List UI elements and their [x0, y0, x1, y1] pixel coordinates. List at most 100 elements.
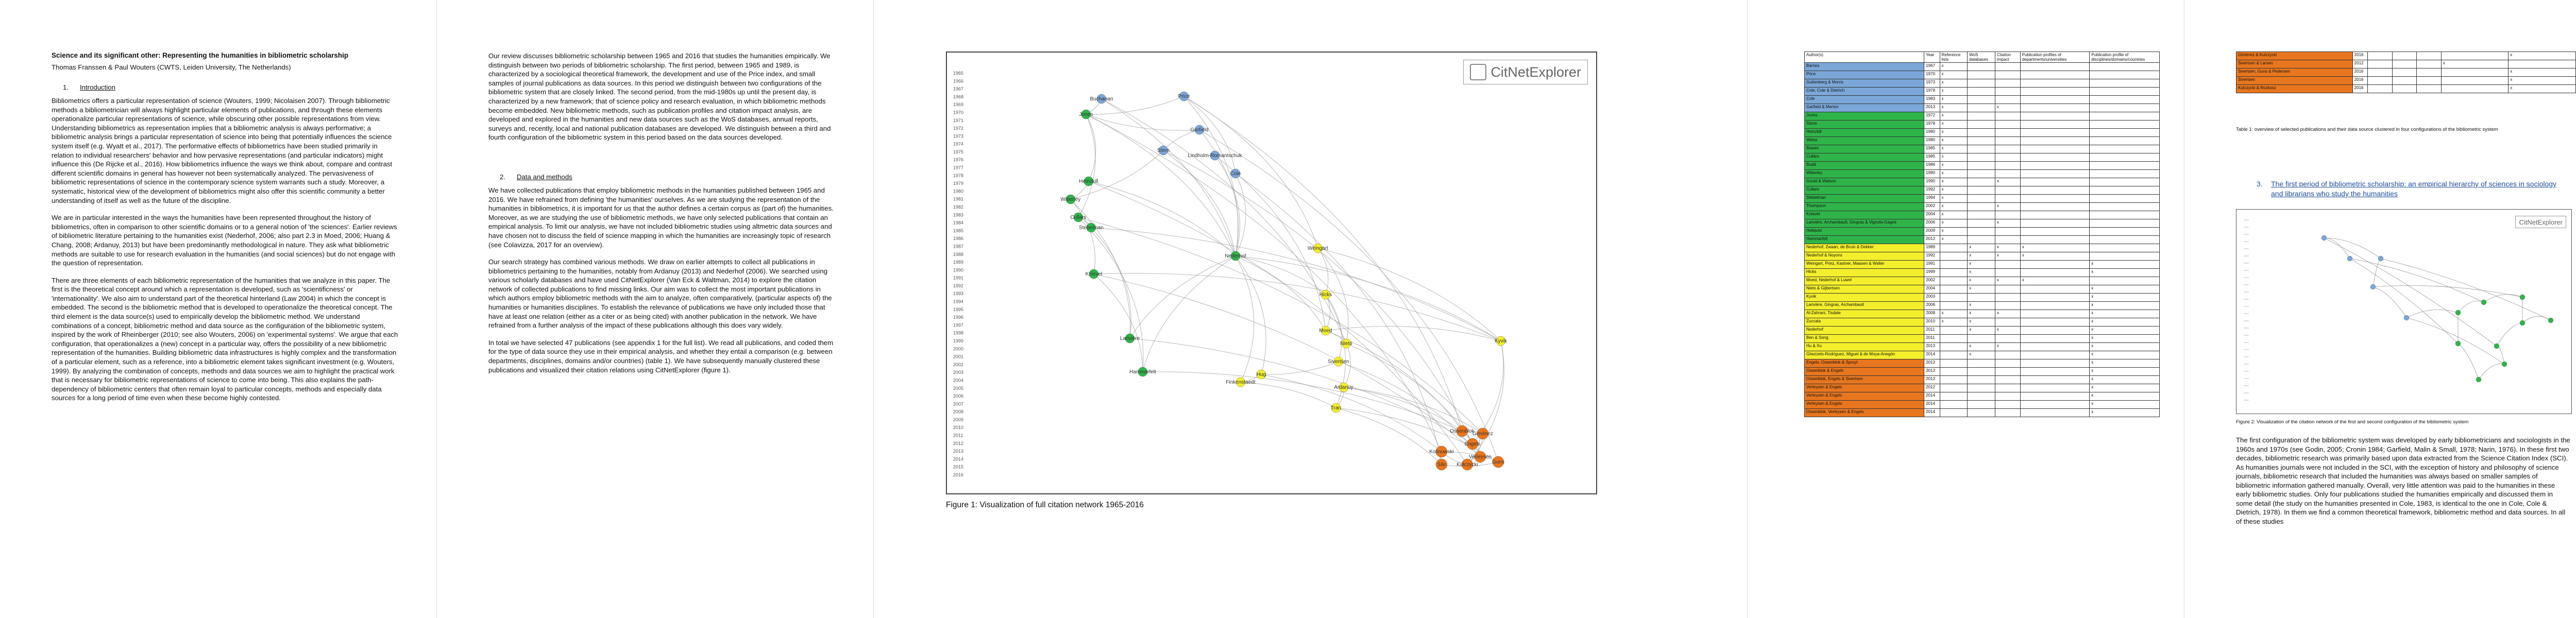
check-cell — [2089, 169, 2160, 178]
publication-node[interactable] — [1125, 333, 1135, 344]
check-cell: x — [2089, 318, 2160, 327]
citation-edge — [1317, 248, 1501, 341]
check-cell — [1994, 161, 2021, 170]
check-cell — [1967, 95, 1995, 104]
year-cell: 2012 — [1924, 384, 1940, 392]
citation-edge — [1235, 255, 1266, 375]
table-row: Cole 1983 x — [1804, 95, 2160, 104]
publication-node[interactable] — [1477, 427, 1489, 440]
year-cell: 2012 — [1924, 235, 1940, 244]
check-cell — [1994, 112, 2021, 121]
year-cell: 1994 — [1924, 194, 1940, 203]
table-row: Al-Zahrani, Tisdale 2008 x x x x — [1804, 310, 2160, 318]
table-row: Heinzkill 1980 x — [1804, 128, 2160, 137]
publication-node[interactable] — [1210, 150, 1220, 161]
check-cell: x — [1939, 79, 1968, 88]
publication-node[interactable] — [2548, 317, 2554, 323]
citation-edge — [1163, 129, 1200, 151]
check-cell — [1994, 120, 2021, 129]
publication-node[interactable] — [2481, 299, 2487, 305]
publication-node[interactable] — [1089, 269, 1099, 279]
publication-node[interactable] — [1230, 168, 1241, 179]
page-1: Science and its significant other: Repre… — [0, 0, 437, 618]
publication-node[interactable] — [1081, 109, 1091, 119]
publication-node[interactable] — [2403, 315, 2410, 321]
publication-node[interactable] — [1466, 438, 1479, 450]
check-cell — [2089, 104, 2160, 112]
author-cell: Nederhof, Zwaan, de Bruin & Dekker — [1804, 244, 1925, 252]
check-cell — [1939, 367, 1968, 376]
author-cell: Hu & Xu — [1804, 342, 1925, 351]
publication-node[interactable] — [1313, 243, 1323, 253]
check-cell — [1939, 342, 1968, 351]
publication-node[interactable] — [1230, 251, 1241, 261]
publication-node[interactable] — [1320, 325, 1331, 336]
citnetexplorer-logo: CitNetExplorer — [2515, 216, 2566, 228]
publication-node[interactable] — [1492, 456, 1504, 468]
check-cell: x — [1967, 244, 1995, 252]
year-tick-label: 1968 — [953, 94, 963, 99]
publication-node[interactable] — [1333, 356, 1344, 367]
publication-node[interactable] — [2378, 255, 2384, 262]
check-cell — [2020, 260, 2090, 269]
publication-node[interactable] — [2476, 376, 2482, 383]
year-cell: 2004 — [1924, 285, 1940, 294]
table-row: Weingart, Prinz, Kastner, Maasen & Walte… — [1804, 260, 2160, 269]
check-cell — [1939, 285, 1968, 294]
publication-node[interactable] — [2519, 320, 2526, 326]
check-cell — [1994, 408, 2021, 417]
citation-network-figure: 1965 1966 1967 1968 1969 1970 1971 1972 1973 1974… — [946, 52, 1597, 494]
check-cell: x — [1967, 285, 1995, 294]
publication-node[interactable] — [2519, 294, 2526, 300]
publication-node[interactable] — [1179, 91, 1189, 101]
publication-node[interactable] — [2370, 284, 2376, 290]
publication-node[interactable] — [1331, 403, 1341, 413]
publication-node[interactable] — [1138, 367, 1148, 377]
publication-node[interactable] — [1341, 338, 1351, 349]
publication-node[interactable] — [1065, 194, 1076, 204]
year-cell: 2004 — [1924, 211, 1940, 219]
publication-node[interactable] — [1073, 212, 1083, 222]
publication-node[interactable] — [2501, 361, 2507, 367]
year-tick-label: 1976 — [953, 157, 963, 162]
publication-node[interactable] — [1256, 369, 1266, 380]
publication-node[interactable] — [1338, 382, 1349, 392]
publication-node[interactable] — [1083, 176, 1094, 186]
publication-node[interactable] — [1158, 145, 1168, 156]
author-cell: Verleysen & Engels — [1804, 384, 1925, 392]
node-label: Kolinowski — [1429, 449, 1453, 455]
publication-node[interactable] — [2455, 340, 2461, 347]
publication-node[interactable] — [1435, 445, 1448, 458]
citation-edge — [1078, 217, 1483, 434]
section-heading-3: 3. The first period of bibliometric scho… — [2257, 179, 2566, 199]
citation-edge — [1183, 96, 1463, 432]
check-cell — [1967, 186, 1995, 195]
paragraph: Our review discusses bibliometric schola… — [488, 52, 831, 142]
publication-node[interactable] — [1461, 458, 1473, 471]
publication-node[interactable] — [2347, 255, 2353, 262]
year-tick-label: 2015 — [953, 465, 963, 470]
publication-node[interactable] — [2321, 235, 2327, 241]
citation-edge — [1235, 255, 1326, 331]
year-cell: 2010 — [1924, 318, 1940, 327]
publication-node[interactable] — [1435, 458, 1448, 471]
publication-node[interactable] — [1474, 451, 1486, 463]
author-cell: Zuccala — [1804, 318, 1925, 327]
year-cell: 1990 — [1924, 178, 1940, 186]
publication-node[interactable] — [2455, 310, 2461, 316]
publication-node[interactable] — [1086, 222, 1096, 233]
figure-caption: Figure 1: Visualization of full citation… — [946, 501, 1144, 509]
publication-node[interactable] — [1194, 125, 1205, 135]
publication-node[interactable] — [2494, 343, 2500, 349]
publication-node[interactable] — [1320, 289, 1331, 300]
check-cell: x — [2089, 285, 2160, 294]
author-cell: Cullars — [1804, 153, 1925, 162]
publication-node[interactable] — [1235, 377, 1246, 387]
author-cell: Ossenblok, Engels & Sivertsen — [1804, 375, 1925, 384]
publication-node[interactable] — [1496, 336, 1506, 346]
author-cell: Bowen — [1804, 145, 1925, 153]
publication-node[interactable] — [1096, 94, 1107, 104]
check-cell — [1967, 87, 1995, 96]
publication-node[interactable] — [1456, 425, 1468, 437]
table-row: Wiberley 1990 x — [1804, 169, 2160, 178]
